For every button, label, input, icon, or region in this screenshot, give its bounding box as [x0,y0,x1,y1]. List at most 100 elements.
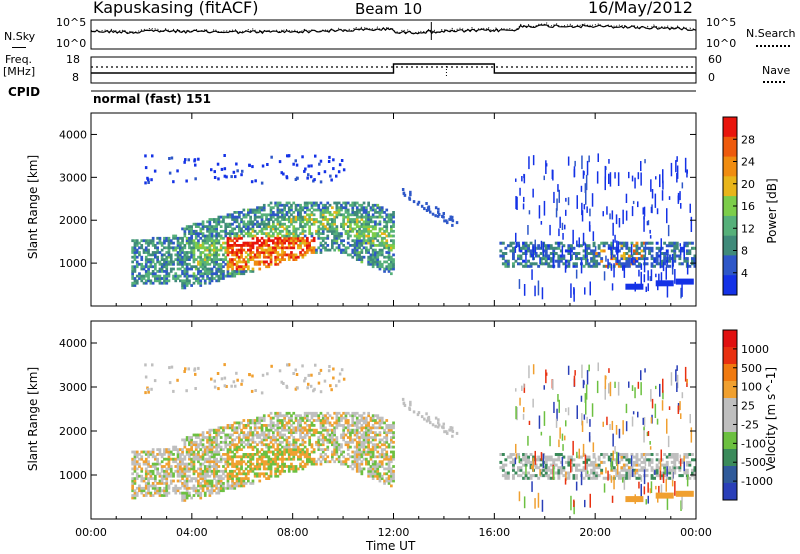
power-cell [222,246,225,250]
velocity-cell [213,472,216,476]
power-cell [185,225,189,228]
power-cell [331,225,334,228]
power-cell [691,241,694,245]
velocity-cell [226,436,230,439]
power-cell [387,220,391,224]
velocity-cell [199,496,203,500]
velocity-cell [174,469,178,473]
power-cell [362,208,366,212]
velocity-cell [499,453,503,456]
velocity-cell [272,436,275,439]
power-cell [390,272,393,276]
velocity-cell [333,453,336,456]
velocity-cell [203,453,207,456]
velocity-cell [217,445,221,449]
power-cell [292,258,296,261]
power-cell [358,232,361,235]
power-cell [244,260,248,264]
velocity-cell [287,448,291,451]
velocity-cell [295,373,299,376]
velocity-cell [294,469,298,473]
power-cell [219,272,223,276]
power-cell [181,248,184,252]
velocity-cell [231,484,234,488]
power-cell [371,262,375,266]
power-cell [612,254,616,258]
power-cell [224,215,228,219]
velocity-cell [670,460,674,464]
velocity-cell [154,489,157,493]
power-cell [355,225,359,228]
velocity-cell [215,467,218,471]
velocity-cell [133,491,137,495]
velocity-cell [235,467,239,471]
power-cell [355,208,359,212]
power-cell [147,181,150,184]
power-cell [213,244,216,247]
power-cell [679,243,681,247]
power-cell [655,262,659,266]
velocity-cell [147,390,150,394]
velocity-cell [602,460,606,464]
velocity-cell [549,463,553,467]
power-cell [567,252,571,255]
velocity-cell [165,457,169,461]
power-cell [607,258,609,269]
velocity-cell [213,453,216,456]
power-cell [367,236,370,240]
velocity-cell [276,421,280,425]
velocity-cell [144,482,148,485]
power-cell [208,248,212,252]
power-cell [194,274,198,278]
velocity-cell [197,489,200,493]
velocity-cell [367,462,370,466]
power-cell [272,248,275,252]
velocity-cell [272,416,275,420]
power-cell [247,258,250,261]
power-cell [262,232,266,235]
velocity-cell [235,474,239,478]
velocity-cell [401,397,405,401]
power-cell [622,244,626,248]
power-cell [506,264,510,268]
velocity-cell [365,440,368,444]
velocity-cell [238,436,241,439]
power-cell [353,244,357,247]
power-cell [310,239,314,243]
power-cell [374,234,377,238]
power-cell [172,246,175,250]
velocity-cell [285,385,289,389]
velocity-cell [236,378,239,382]
power-cell [308,208,311,212]
velocity-cell [276,465,280,468]
power-cell [303,222,307,226]
power-cell [301,241,305,245]
velocity-cell [203,477,207,480]
power-cell [179,274,182,278]
velocity-cell [392,436,395,439]
velocity-cell [310,443,314,447]
power-cell [358,236,361,240]
velocity-cell [269,440,273,444]
velocity-cell [183,474,187,478]
velocity-cell [240,477,243,480]
velocity-cell [258,440,262,444]
power-cell [292,215,296,219]
power-cell [265,265,268,269]
velocity-cell [163,448,166,451]
power-cell [426,206,430,210]
power-cell [219,229,223,233]
power-cell [585,259,588,263]
velocity-cell [267,460,271,464]
velocity-cell [387,462,391,466]
power-cell [380,253,384,257]
power-cell [179,255,182,259]
power-cell [265,248,268,252]
velocity-cell [144,486,148,490]
power-cell [622,265,624,271]
velocity-cell [165,479,169,483]
velocity-cell [194,455,198,459]
velocity-cell [183,467,187,471]
power-cell [269,208,273,212]
power-cell [374,248,377,252]
